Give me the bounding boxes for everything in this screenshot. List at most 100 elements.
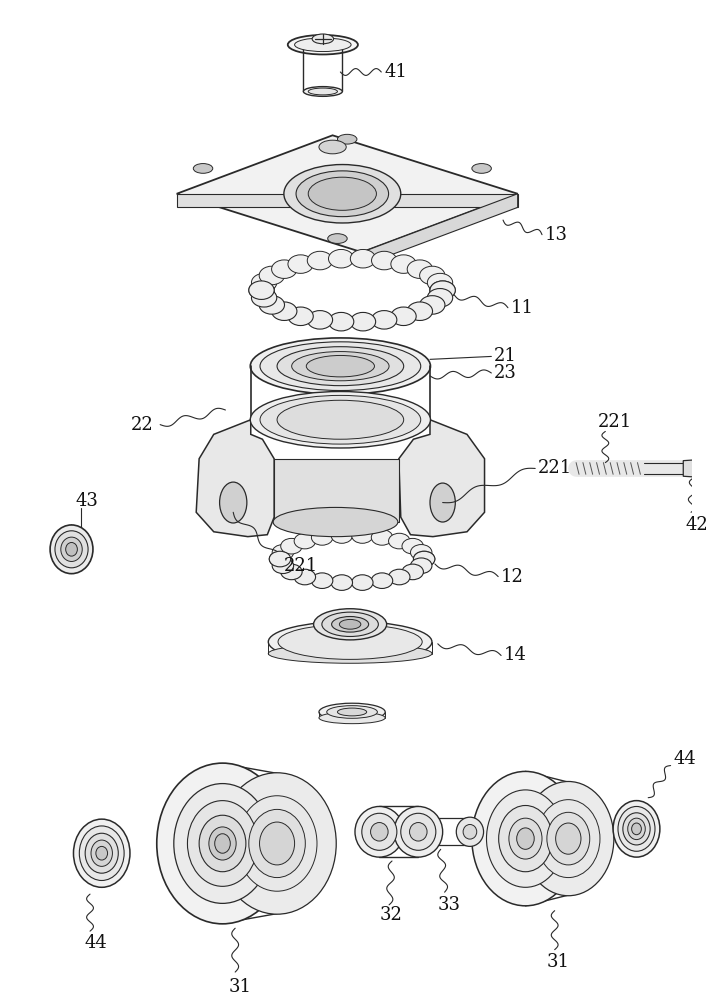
Ellipse shape — [218, 773, 336, 914]
Ellipse shape — [391, 307, 416, 326]
Ellipse shape — [623, 813, 650, 845]
Text: 42: 42 — [685, 516, 708, 534]
Ellipse shape — [237, 796, 317, 891]
Text: 12: 12 — [501, 568, 524, 586]
Ellipse shape — [402, 564, 423, 580]
Ellipse shape — [509, 818, 542, 859]
Ellipse shape — [337, 708, 367, 716]
Ellipse shape — [613, 801, 660, 857]
Ellipse shape — [306, 355, 374, 377]
Ellipse shape — [61, 537, 82, 561]
Ellipse shape — [311, 573, 333, 588]
Ellipse shape — [463, 824, 476, 839]
Ellipse shape — [498, 805, 552, 872]
Ellipse shape — [389, 533, 410, 549]
Ellipse shape — [281, 538, 302, 554]
Ellipse shape — [428, 289, 452, 307]
Ellipse shape — [250, 391, 430, 448]
Ellipse shape — [430, 281, 455, 299]
Ellipse shape — [556, 823, 581, 854]
Ellipse shape — [277, 347, 403, 386]
Text: 44: 44 — [674, 750, 696, 768]
Ellipse shape — [331, 528, 352, 543]
Ellipse shape — [328, 234, 347, 243]
Ellipse shape — [174, 784, 272, 903]
Ellipse shape — [472, 164, 491, 173]
Ellipse shape — [272, 545, 294, 560]
Ellipse shape — [352, 528, 373, 543]
Ellipse shape — [352, 575, 373, 590]
Ellipse shape — [220, 482, 247, 523]
Ellipse shape — [215, 834, 230, 853]
Ellipse shape — [391, 255, 416, 273]
Ellipse shape — [259, 822, 295, 865]
Ellipse shape — [288, 35, 358, 54]
Polygon shape — [274, 459, 399, 522]
Ellipse shape — [272, 302, 297, 320]
Text: 221: 221 — [538, 459, 572, 477]
Text: 11: 11 — [511, 299, 534, 317]
Ellipse shape — [410, 823, 427, 841]
Ellipse shape — [278, 624, 422, 659]
Ellipse shape — [372, 530, 393, 545]
Ellipse shape — [311, 530, 333, 545]
Ellipse shape — [307, 311, 333, 329]
Ellipse shape — [79, 826, 124, 880]
Ellipse shape — [547, 812, 590, 865]
Ellipse shape — [268, 644, 432, 663]
Text: 221: 221 — [284, 557, 318, 575]
Ellipse shape — [250, 338, 430, 394]
Text: 31: 31 — [547, 953, 570, 971]
Text: 13: 13 — [545, 226, 568, 244]
Ellipse shape — [407, 260, 432, 278]
Polygon shape — [362, 194, 518, 266]
Ellipse shape — [307, 251, 333, 270]
Polygon shape — [177, 194, 518, 207]
Polygon shape — [683, 459, 709, 478]
Ellipse shape — [328, 312, 354, 331]
Polygon shape — [177, 135, 518, 252]
Ellipse shape — [394, 806, 442, 857]
Text: 21: 21 — [494, 347, 517, 365]
Ellipse shape — [627, 818, 645, 840]
Ellipse shape — [350, 249, 376, 268]
Polygon shape — [399, 420, 484, 537]
Ellipse shape — [523, 781, 614, 896]
Ellipse shape — [319, 712, 385, 724]
Ellipse shape — [319, 703, 385, 721]
Ellipse shape — [420, 296, 445, 314]
Ellipse shape — [303, 87, 342, 96]
Ellipse shape — [249, 281, 274, 299]
Ellipse shape — [312, 34, 333, 44]
Ellipse shape — [430, 281, 455, 299]
Ellipse shape — [430, 483, 455, 522]
Ellipse shape — [371, 823, 388, 841]
Ellipse shape — [249, 809, 306, 878]
Ellipse shape — [252, 289, 277, 307]
Ellipse shape — [187, 801, 257, 886]
Ellipse shape — [209, 827, 236, 860]
Ellipse shape — [294, 533, 316, 549]
Ellipse shape — [296, 171, 389, 217]
Ellipse shape — [319, 140, 346, 154]
Ellipse shape — [96, 846, 108, 860]
Ellipse shape — [272, 558, 294, 574]
Ellipse shape — [85, 833, 118, 873]
Ellipse shape — [428, 273, 452, 292]
Ellipse shape — [268, 621, 432, 662]
Ellipse shape — [372, 573, 393, 588]
Ellipse shape — [407, 302, 432, 320]
Ellipse shape — [272, 260, 297, 278]
Ellipse shape — [269, 551, 291, 567]
Ellipse shape — [327, 706, 377, 718]
Ellipse shape — [313, 609, 386, 640]
Text: 14: 14 — [504, 646, 527, 664]
Ellipse shape — [362, 813, 397, 850]
Ellipse shape — [372, 251, 397, 270]
Text: 221: 221 — [598, 413, 632, 431]
Text: 32: 32 — [379, 906, 402, 924]
Ellipse shape — [260, 395, 420, 444]
Ellipse shape — [420, 266, 445, 285]
Ellipse shape — [632, 823, 642, 835]
Ellipse shape — [50, 525, 93, 574]
